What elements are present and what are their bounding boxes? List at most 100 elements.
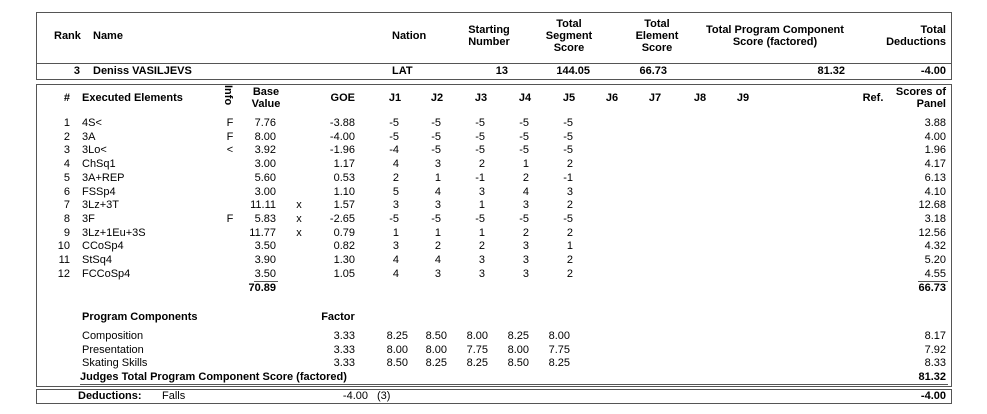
element-no: 11 bbox=[58, 254, 70, 266]
nation: LAT bbox=[392, 65, 413, 77]
judge-goe: -1 bbox=[475, 171, 485, 184]
pcs: 81.32 bbox=[817, 65, 845, 77]
judge-mark: 8.50 bbox=[425, 330, 447, 342]
pcs-total-rule bbox=[80, 384, 948, 385]
judge-goe: 2 bbox=[566, 199, 573, 212]
panel-score: 5.20 bbox=[924, 254, 946, 266]
deduction-type: Falls bbox=[162, 390, 186, 402]
judge-mark: 8.00 bbox=[466, 330, 488, 342]
element-code: 3F bbox=[82, 212, 95, 225]
deductions-label: Deductions: bbox=[78, 390, 142, 402]
judge-mark: 8.00 bbox=[425, 343, 447, 356]
judge-goe: 2 bbox=[522, 171, 529, 184]
deduction-count: (3) bbox=[377, 390, 391, 402]
judge-goe: -5 bbox=[431, 117, 441, 129]
deductions: -4.00 bbox=[920, 65, 946, 77]
judge-header: J7 bbox=[648, 92, 662, 104]
goe: 1.17 bbox=[333, 158, 355, 171]
components-title: Program Components bbox=[82, 311, 198, 323]
component-score: 8.17 bbox=[924, 330, 946, 342]
start-number-header: Starting Number bbox=[468, 24, 510, 48]
base-value: 11.11 bbox=[250, 199, 276, 212]
judge-goe: 3 bbox=[434, 199, 441, 212]
name-header: Name bbox=[93, 30, 123, 42]
judge-goe: 4 bbox=[522, 185, 529, 198]
factor-header: Factor bbox=[321, 311, 355, 323]
component-score: 8.33 bbox=[924, 357, 946, 369]
goe: 1.10 bbox=[333, 185, 355, 198]
judge-goe: -5 bbox=[475, 117, 485, 129]
base-value: 11.77 bbox=[249, 226, 276, 239]
element-score: 66.73 bbox=[639, 65, 667, 77]
element-code: 3A bbox=[82, 130, 96, 143]
judge-goe: -5 bbox=[389, 130, 399, 143]
goe-header: GOE bbox=[330, 92, 355, 104]
judge-goe: -1 bbox=[563, 171, 573, 184]
segment-score-header: Total Segment Score bbox=[545, 18, 593, 54]
element-no: 9 bbox=[63, 226, 70, 239]
judge-goe: -5 bbox=[563, 212, 573, 225]
panel-score: 12.56 bbox=[918, 226, 946, 239]
judge-goe: 2 bbox=[392, 171, 399, 184]
judge-goe: 1 bbox=[566, 240, 573, 253]
judge-goe: 1 bbox=[434, 171, 441, 184]
judge-goe: 1 bbox=[434, 226, 441, 239]
judge-goe: 4 bbox=[392, 267, 399, 280]
element-no: 1 bbox=[63, 117, 70, 129]
judge-goe: 3 bbox=[434, 158, 441, 171]
judge-mark: 8.00 bbox=[507, 343, 529, 356]
judge-goe: 2 bbox=[566, 267, 573, 280]
panel-score: 4.00 bbox=[924, 130, 946, 143]
judge-goe: 3 bbox=[478, 254, 485, 266]
panel-score: 4.10 bbox=[924, 185, 946, 198]
judge-goe: 2 bbox=[478, 240, 485, 253]
rank: 3 bbox=[73, 65, 80, 77]
judge-goe: 4 bbox=[434, 185, 441, 198]
judge-goe: -5 bbox=[563, 117, 573, 129]
element-code: FSSp4 bbox=[82, 185, 116, 198]
element-code: 3A+REP bbox=[82, 171, 125, 184]
judge-goe: -4 bbox=[389, 144, 399, 157]
base-value: 3.50 bbox=[254, 267, 276, 280]
panel-score: 3.88 bbox=[924, 117, 946, 129]
base-value: 3.00 bbox=[254, 158, 276, 171]
rank-header: Rank bbox=[54, 30, 81, 42]
panel-score: 1.96 bbox=[924, 144, 946, 157]
element-info: F bbox=[226, 117, 234, 129]
ref-header: Ref. bbox=[862, 92, 884, 104]
judge-goe: 3 bbox=[522, 199, 529, 212]
judge-goe: 3 bbox=[478, 267, 485, 280]
summary-divider bbox=[36, 63, 951, 64]
judge-mark: 8.25 bbox=[386, 330, 408, 342]
judge-goe: 3 bbox=[392, 240, 399, 253]
judge-goe: 3 bbox=[522, 254, 529, 266]
element-code: 3Lz+1Eu+3S bbox=[82, 226, 146, 239]
goe: 0.53 bbox=[333, 171, 355, 184]
element-code: 4S< bbox=[82, 117, 102, 129]
element-score-header: Total Element Score bbox=[635, 18, 679, 54]
element-code: 3Lo< bbox=[82, 144, 107, 157]
pcs-header: Total Program Component Score (factored) bbox=[706, 24, 844, 48]
element-no: 3 bbox=[63, 144, 70, 157]
pcs-total: 81.32 bbox=[918, 371, 946, 383]
goe: -3.88 bbox=[329, 117, 355, 129]
deductions-box bbox=[36, 389, 952, 404]
judge-mark: 8.25 bbox=[507, 330, 529, 342]
judge-header: J8 bbox=[693, 92, 707, 104]
goe: 0.82 bbox=[333, 240, 355, 253]
goe: -4.00 bbox=[329, 130, 355, 143]
goe: -1.96 bbox=[329, 144, 355, 157]
judge-goe: 3 bbox=[522, 267, 529, 280]
panel-score: 12.68 bbox=[918, 199, 946, 212]
judge-goe: 3 bbox=[566, 185, 573, 198]
judge-goe: 4 bbox=[434, 254, 441, 266]
start-number: 13 bbox=[495, 65, 508, 77]
judge-goe: 2 bbox=[566, 226, 573, 239]
goe: -2.65 bbox=[329, 212, 355, 225]
judge-goe: -5 bbox=[519, 117, 529, 129]
judge-goe: 3 bbox=[434, 267, 441, 280]
info-header: Info bbox=[222, 85, 234, 106]
panel-score: 4.32 bbox=[924, 240, 946, 253]
element-info: F bbox=[226, 212, 234, 225]
